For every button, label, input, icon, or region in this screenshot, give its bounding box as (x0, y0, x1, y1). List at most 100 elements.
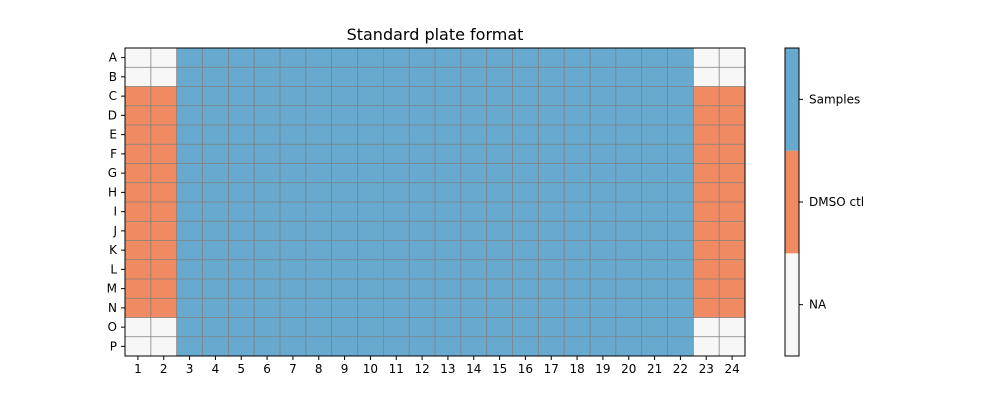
x-tick-label-23: 23 (699, 362, 714, 376)
well-D20 (615, 105, 642, 126)
well-P24 (719, 336, 746, 357)
well-L10 (357, 259, 384, 280)
well-N7 (280, 298, 307, 318)
well-D22 (667, 105, 694, 126)
well-A5 (228, 48, 255, 68)
x-tick-label-5: 5 (237, 362, 245, 376)
well-M21 (641, 279, 668, 299)
x-tick-label-19: 19 (595, 362, 610, 376)
well-P19 (590, 336, 617, 357)
well-P18 (564, 336, 591, 357)
well-F11 (383, 144, 410, 164)
y-tick-label-O: O (108, 320, 117, 334)
well-B24 (719, 67, 746, 87)
well-I10 (357, 202, 384, 222)
well-P16 (512, 336, 539, 357)
well-A17 (538, 48, 565, 68)
well-G21 (641, 163, 668, 184)
well-D17 (538, 105, 565, 126)
well-D7 (280, 105, 307, 126)
well-E3 (176, 125, 203, 145)
well-D5 (228, 105, 255, 126)
colorbar-legend: NA DMSO ctl Samples (784, 47, 864, 357)
well-H24 (719, 182, 746, 203)
x-tick-label-2: 2 (160, 362, 168, 376)
well-K20 (615, 240, 642, 261)
well-I7 (280, 202, 307, 222)
x-tick-label-18: 18 (569, 362, 584, 376)
well-J22 (667, 221, 694, 241)
y-tick-label-E: E (109, 128, 117, 142)
well-B22 (667, 67, 694, 87)
well-B20 (615, 67, 642, 87)
well-P13 (435, 336, 462, 357)
well-G18 (564, 163, 591, 184)
well-M8 (305, 279, 332, 299)
well-J20 (615, 221, 642, 241)
well-H21 (641, 182, 668, 203)
well-A10 (357, 48, 384, 68)
well-K12 (409, 240, 436, 261)
well-M22 (667, 279, 694, 299)
well-L9 (331, 259, 358, 280)
well-H12 (409, 182, 436, 203)
well-O3 (176, 317, 203, 338)
well-B4 (202, 67, 229, 87)
well-D15 (486, 105, 513, 126)
well-H6 (254, 182, 281, 203)
well-J21 (641, 221, 668, 241)
colorbar-segment-dmso-ctl (785, 150, 799, 254)
well-B17 (538, 67, 565, 87)
well-P9 (331, 336, 358, 357)
well-F13 (435, 144, 462, 164)
well-K19 (590, 240, 617, 261)
well-J23 (693, 221, 720, 241)
well-F2 (150, 144, 177, 164)
well-C5 (228, 86, 255, 107)
well-H11 (383, 182, 410, 203)
well-E5 (228, 125, 255, 145)
well-M10 (357, 279, 384, 299)
well-K1 (125, 240, 152, 261)
well-O8 (305, 317, 332, 338)
well-J12 (409, 221, 436, 241)
well-P17 (538, 336, 565, 357)
well-P7 (280, 336, 307, 357)
well-A16 (512, 48, 539, 68)
well-P4 (202, 336, 229, 357)
well-F21 (641, 144, 668, 164)
well-K22 (667, 240, 694, 261)
well-M14 (460, 279, 487, 299)
well-L3 (176, 259, 203, 280)
well-N10 (357, 298, 384, 318)
well-N1 (125, 298, 152, 318)
well-H7 (280, 182, 307, 203)
well-D18 (564, 105, 591, 126)
well-H16 (512, 182, 539, 203)
well-E8 (305, 125, 332, 145)
well-C18 (564, 86, 591, 107)
well-D2 (150, 105, 177, 126)
well-A3 (176, 48, 203, 68)
well-C22 (667, 86, 694, 107)
well-I17 (538, 202, 565, 222)
colorbar-frame (784, 47, 800, 357)
well-C15 (486, 86, 513, 107)
well-P14 (460, 336, 487, 357)
well-L12 (409, 259, 436, 280)
well-I3 (176, 202, 203, 222)
well-O1 (125, 317, 152, 338)
well-M24 (719, 279, 746, 299)
well-O7 (280, 317, 307, 338)
well-P2 (150, 336, 177, 357)
well-C11 (383, 86, 410, 107)
x-tick-label-14: 14 (466, 362, 481, 376)
well-K23 (693, 240, 720, 261)
well-B15 (486, 67, 513, 87)
well-N19 (590, 298, 617, 318)
well-K17 (538, 240, 565, 261)
well-L23 (693, 259, 720, 280)
well-O13 (435, 317, 462, 338)
well-G15 (486, 163, 513, 184)
